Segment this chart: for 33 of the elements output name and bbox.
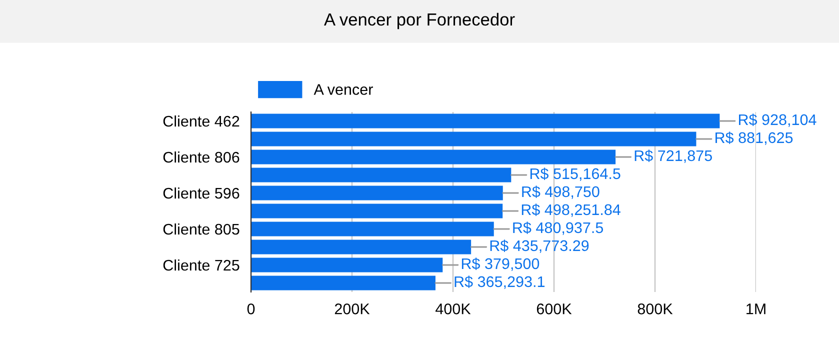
y-tick-label: Cliente 462 (163, 115, 240, 127)
y-tick-label: Cliente 805 (163, 223, 240, 235)
bar (251, 150, 616, 164)
x-tick-label: 200K (334, 304, 370, 314)
y-tick-label: Cliente 806 (163, 151, 240, 163)
bar (251, 132, 696, 146)
data-label: R$ 379,500 (462, 258, 540, 271)
bar (251, 258, 443, 272)
bar (251, 276, 436, 290)
x-tick-label: 0 (247, 304, 255, 314)
data-label: R$ 498,750 (522, 186, 600, 199)
legend-label: A vencer (314, 84, 373, 95)
data-label: R$ 435,773.29 (490, 240, 589, 253)
data-label: R$ 480,937.5 (513, 222, 604, 235)
bar (251, 186, 503, 200)
x-tick-label: 1M (746, 304, 766, 314)
x-tick-label: 800K (638, 304, 673, 314)
y-tick-label: Cliente 596 (163, 187, 240, 199)
data-label: R$ 721,875 (634, 150, 712, 163)
x-tick-label: 400K (436, 304, 471, 314)
data-label: R$ 928,104 (739, 114, 816, 127)
x-tick-label: 600K (536, 304, 572, 314)
bar (251, 204, 503, 218)
chart-title: A vencer por Fornecedor (324, 12, 515, 30)
bar (251, 114, 720, 128)
data-label: R$ 881,625 (716, 132, 793, 145)
bar (251, 240, 472, 254)
data-label: R$ 498,251.84 (522, 204, 620, 217)
y-tick-label: Cliente 725 (163, 259, 240, 271)
data-label: R$ 365,293.1 (454, 276, 545, 289)
bar (251, 222, 494, 236)
data-label: R$ 515,164.5 (530, 168, 620, 181)
bar (251, 168, 512, 182)
